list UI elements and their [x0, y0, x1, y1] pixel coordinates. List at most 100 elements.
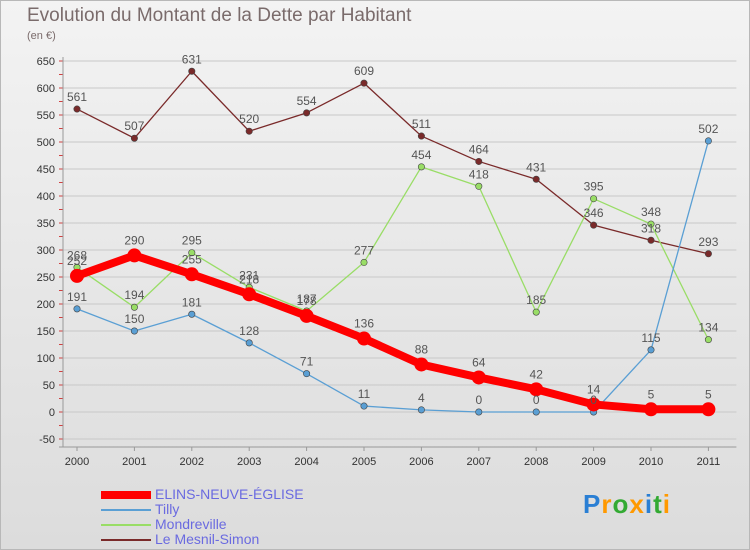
data-point — [414, 357, 429, 372]
x-tick-label: 2008 — [524, 456, 548, 468]
data-label: 194 — [124, 288, 144, 302]
data-label: 136 — [354, 317, 374, 331]
series-line-0 — [73, 251, 713, 414]
legend-swatch — [101, 509, 151, 511]
data-point — [360, 258, 368, 266]
data-point — [73, 105, 81, 113]
x-tick-label: 2004 — [294, 456, 318, 468]
data-labels: 252 290 255 218 178 136 88 64 42 14 5 5 191 150 181 128… — [67, 52, 719, 407]
data-point — [701, 402, 716, 417]
series-line-1 — [76, 140, 710, 413]
y-tick-label: 0 — [49, 407, 55, 419]
legend-swatch — [101, 524, 151, 526]
data-point — [590, 221, 598, 229]
data-label: 252 — [67, 254, 87, 268]
data-point — [188, 67, 196, 75]
data-label: 115 — [641, 331, 660, 345]
data-label: 431 — [526, 160, 546, 174]
data-label: 5 — [705, 387, 712, 401]
data-point — [704, 137, 712, 145]
x-tick-label: 2003 — [237, 456, 261, 468]
data-label: 134 — [698, 321, 718, 335]
data-point — [357, 331, 371, 346]
y-tick-label: 400 — [37, 191, 55, 203]
logo-letter: P — [583, 489, 602, 519]
data-point — [360, 79, 368, 87]
data-label: 150 — [124, 312, 144, 326]
y-tick-label: -50 — [39, 434, 55, 446]
data-label: 0 — [590, 393, 597, 407]
x-tick-label: 2000 — [65, 456, 89, 468]
data-label: 11 — [358, 387, 371, 401]
series-line-3 — [76, 70, 710, 255]
y-tick-label: 200 — [37, 299, 55, 311]
data-label: 277 — [354, 243, 374, 257]
data-label: 187 — [297, 292, 317, 306]
x-tick-label: 2007 — [467, 456, 491, 468]
data-point — [303, 109, 311, 117]
data-point — [299, 308, 314, 323]
data-label: 128 — [239, 324, 259, 338]
data-point — [475, 157, 483, 165]
series-line-2 — [76, 166, 710, 341]
data-point — [532, 408, 540, 416]
data-point — [532, 308, 540, 316]
data-point — [130, 134, 138, 142]
x-tick-label: 2002 — [180, 456, 204, 468]
data-label: 71 — [300, 355, 314, 369]
y-tick-label: 250 — [37, 272, 55, 284]
data-point — [184, 267, 199, 282]
logo-letter: r — [601, 489, 613, 519]
legend-label: Tilly — [155, 501, 180, 517]
legend-item: Tilly — [101, 501, 361, 517]
legend-label: Mondreville — [155, 516, 227, 532]
axes: -500501001502002503003504004505005506006… — [37, 56, 737, 468]
legend-item: Mondreville — [101, 516, 361, 532]
y-tick-label: 150 — [37, 326, 55, 338]
y-tick-label: 300 — [37, 245, 55, 257]
chart-subtitle: (en €) — [27, 30, 56, 42]
legend-item: Le Mesnil-Simon — [101, 531, 361, 547]
legend-label: Le Mesnil-Simon — [155, 531, 260, 547]
data-point — [647, 346, 655, 354]
logo-letter: i — [644, 489, 654, 519]
data-point — [245, 127, 253, 135]
y-tick-label: 50 — [43, 380, 55, 392]
data-point — [417, 406, 425, 414]
data-label: 502 — [698, 122, 718, 136]
data-label: 561 — [67, 90, 87, 104]
data-label: 5 — [648, 387, 655, 401]
data-point — [130, 303, 138, 311]
data-label: 218 — [239, 272, 259, 286]
data-point — [475, 408, 483, 416]
data-label: 178 — [297, 294, 317, 308]
data-label: 88 — [415, 342, 429, 356]
data-label: 0 — [533, 393, 540, 407]
logo-letter: o — [612, 489, 630, 519]
legend-item: ELINS-NEUVE-ÉGLISE — [101, 486, 361, 502]
data-point — [532, 175, 540, 183]
data-point — [475, 182, 483, 190]
data-label: 191 — [67, 290, 87, 304]
logo-letter: i — [662, 489, 671, 519]
x-tick-label: 2006 — [409, 456, 433, 468]
y-tick-label: 500 — [37, 137, 55, 149]
y-tick-label: 550 — [37, 110, 55, 122]
logo-letter: x — [629, 489, 645, 519]
legend-label: ELINS-NEUVE-ÉGLISE — [155, 486, 304, 502]
x-tick-label: 2010 — [639, 456, 663, 468]
data-point — [127, 248, 142, 263]
logo-letter: t — [653, 489, 663, 519]
data-label: 255 — [182, 252, 202, 266]
data-point — [586, 397, 601, 412]
data-label: 454 — [411, 148, 431, 162]
y-tick-label: 350 — [37, 218, 55, 230]
data-point — [73, 305, 81, 313]
data-label: 511 — [412, 117, 431, 131]
data-label: 348 — [641, 205, 661, 219]
data-point — [417, 163, 425, 171]
data-label: 185 — [526, 293, 546, 307]
data-label: 181 — [182, 295, 202, 309]
